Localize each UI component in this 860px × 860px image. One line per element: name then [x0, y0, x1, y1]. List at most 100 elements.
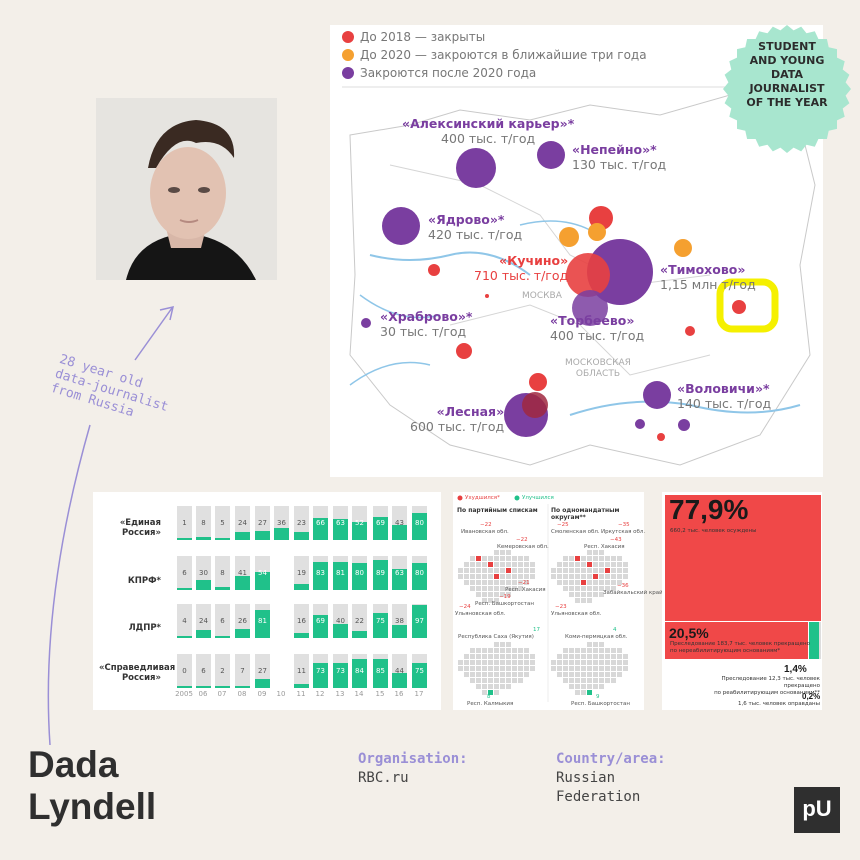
bar-value: 38 — [395, 617, 404, 625]
grid-cell — [458, 568, 463, 573]
badge-line: AND YOUNG — [749, 54, 825, 67]
grid-cell — [557, 672, 562, 677]
grid-cell — [617, 562, 622, 567]
grid-cell — [518, 586, 523, 591]
map-label-nepeyno: «Непейно»* 130 тыс. т/год — [572, 142, 667, 172]
year-label: 17 — [414, 690, 424, 698]
grid-cell — [530, 660, 535, 665]
grid-cell — [599, 568, 604, 573]
legend-later: Закроются после 2020 года — [342, 66, 536, 80]
grid-cell — [593, 642, 598, 647]
grid-cell — [623, 654, 628, 659]
bar-value: 22 — [355, 617, 364, 625]
bar-fill — [333, 518, 348, 540]
grid-cell — [599, 660, 604, 665]
grid-note: Ульяновская обл. — [455, 611, 506, 617]
bar-value: 27 — [258, 519, 267, 527]
bar-value: 80 — [415, 519, 424, 527]
grid-cell — [581, 648, 586, 653]
grid-cell — [617, 648, 622, 653]
map-place-oblast: МОСКОВСКАЯ ОБЛАСТЬ — [565, 358, 631, 379]
grid-cell — [575, 648, 580, 653]
bar-value: 44 — [395, 667, 404, 675]
grid-cell — [593, 660, 598, 665]
caption-arrow — [47, 305, 175, 746]
grid-cell — [470, 660, 475, 665]
grid-cell — [587, 556, 592, 561]
grid-cell — [470, 654, 475, 659]
grid-cell — [512, 574, 517, 579]
grid-cell — [500, 592, 505, 597]
grid-cell — [599, 684, 604, 689]
grid-cell — [587, 672, 592, 677]
bar-cell: 73 — [313, 654, 328, 688]
verdict-mosaic-chart: 77,9% 660,2 тыс. человек осуждены 20,5% … — [662, 492, 822, 710]
bar-value: 66 — [316, 519, 325, 527]
bar-value: 69 — [316, 617, 325, 625]
grid-cell — [476, 586, 481, 591]
grid-cell — [623, 568, 628, 573]
bar-value: 5 — [220, 519, 225, 527]
party-label: «Справедливая Россия» — [99, 663, 176, 683]
grid-cell — [587, 642, 592, 647]
grid-cell — [569, 586, 574, 591]
grid-cell — [557, 568, 562, 573]
mosaic-big-value: 77,9% — [669, 494, 749, 525]
grid-cell — [599, 672, 604, 677]
grid-cell — [575, 598, 580, 603]
bar-cell: 8 — [196, 506, 211, 540]
grid-cell — [593, 580, 598, 585]
grid-cell — [518, 562, 523, 567]
bar-cell: 16 — [294, 604, 309, 638]
grid-cell — [599, 648, 604, 653]
grid-cell — [563, 648, 568, 653]
grid-cell — [593, 586, 598, 591]
bar-value: 6 — [182, 569, 187, 577]
bar-value: 52 — [355, 519, 364, 527]
grid-cell — [464, 580, 469, 585]
grid-cell — [611, 666, 616, 671]
bar-value: 89 — [376, 569, 385, 577]
bar-value: 85 — [376, 667, 385, 675]
grid-cell — [569, 556, 574, 561]
grid-cell — [563, 568, 568, 573]
grid-cell — [569, 660, 574, 665]
grid-cell — [506, 592, 511, 597]
legend-closed: До 2018 — закрыты — [342, 30, 485, 44]
grid-cell — [563, 654, 568, 659]
badge-line: DATA — [771, 68, 803, 81]
grid-note: Ивановская обл. — [461, 529, 509, 535]
bar-fill — [255, 571, 270, 590]
grid-cell — [524, 660, 529, 665]
bar-value: 36 — [277, 519, 286, 527]
grid-cell — [593, 666, 598, 671]
grid-cell — [575, 690, 580, 695]
grid-cell — [482, 678, 487, 683]
grid-cell — [476, 678, 481, 683]
marker-kuchino — [566, 253, 610, 297]
grid-cell — [593, 550, 598, 555]
grid-cell — [506, 684, 511, 689]
mosaic-convicted — [665, 495, 821, 621]
grid-cell — [587, 580, 592, 585]
bar-cell: 24 — [196, 604, 211, 638]
marker-aleksinsky — [456, 148, 496, 188]
grid-cell — [599, 666, 604, 671]
grid-cell — [476, 574, 481, 579]
grid-note: Респ. Башкортостан — [475, 601, 534, 607]
grid-cell — [605, 666, 610, 671]
marker-orange — [674, 239, 692, 257]
map-label-volovichi: «Воловичи»* 140 тыс. т/год — [677, 381, 772, 411]
grid-note: Респ. Калмыкия — [467, 701, 514, 707]
grid-cell — [524, 556, 529, 561]
bar-value: 73 — [316, 667, 325, 675]
bar-fill — [255, 678, 270, 688]
bar-cell: 36 — [274, 506, 289, 540]
grid-cell — [476, 660, 481, 665]
grid-cell — [506, 562, 511, 567]
mosaic-small-value: 1,4% — [784, 664, 807, 675]
bar-value: 1 — [182, 519, 187, 527]
grid-cell — [512, 568, 517, 573]
grid-note: −25 — [557, 522, 569, 528]
bar-value: 30 — [199, 569, 208, 577]
